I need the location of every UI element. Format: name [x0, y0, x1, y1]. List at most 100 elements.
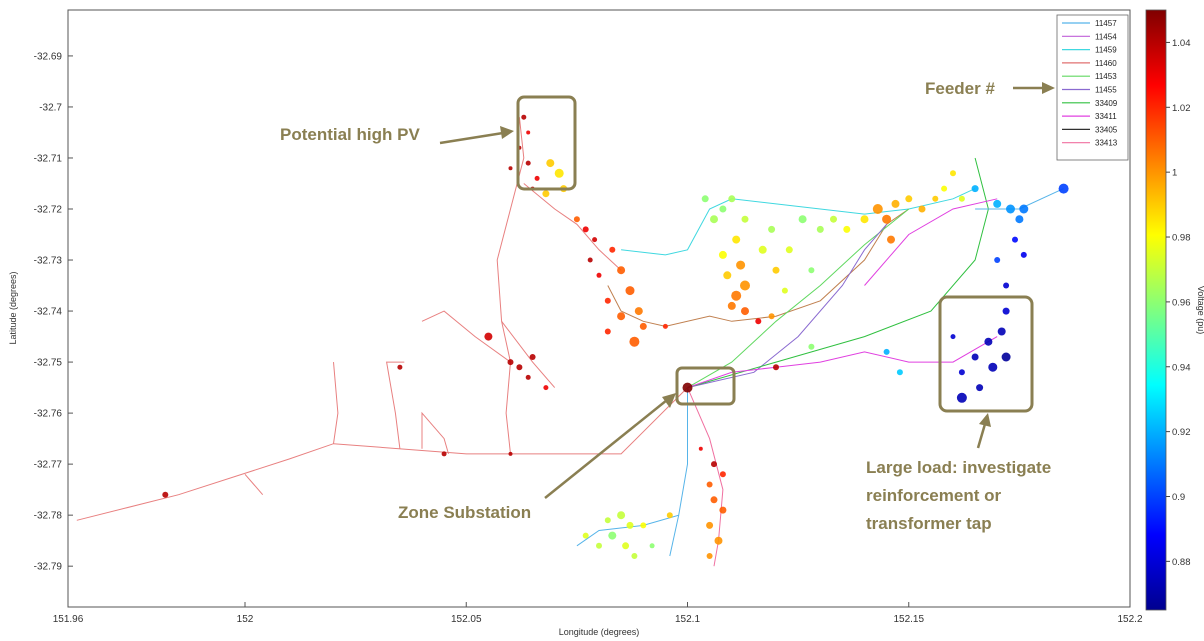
bus-point [662, 323, 668, 329]
bus-point [1003, 282, 1010, 289]
colorbar-tick-label: 1 [1172, 168, 1177, 179]
bus-point [958, 369, 965, 376]
y-tick-label: -32.72 [34, 205, 63, 216]
bus-point [534, 175, 540, 181]
feeder-text: Feeder # [925, 79, 995, 98]
axes-box [67, 9, 1131, 608]
bus-point [617, 511, 626, 520]
bus-point [860, 215, 869, 224]
x-tick-label: 151.96 [53, 614, 84, 625]
bus-point [993, 199, 1002, 208]
bus-point [918, 205, 926, 213]
bus-point [608, 531, 617, 540]
bus-point [719, 205, 727, 213]
y-tick-label: -32.78 [34, 511, 63, 522]
colorbar-tick-label: 0.96 [1172, 297, 1191, 308]
bus-point [896, 369, 903, 376]
bus-point [604, 328, 611, 335]
bus-point [441, 451, 447, 457]
legend: 11457 11454 11459 11460 11453 11455 33409 33411… [1056, 14, 1129, 161]
bus-point [798, 215, 807, 224]
bus-point [872, 204, 883, 214]
feeder-line [523, 183, 622, 271]
high-pv-text: Potential high PV [280, 125, 420, 144]
colorbar-tick-label: 0.9 [1172, 492, 1185, 503]
bus-point [882, 214, 892, 224]
large-load-text-3: transformer tap [866, 514, 992, 533]
feeder-line [687, 223, 887, 389]
bus-point [773, 364, 779, 371]
bus-point [887, 235, 895, 244]
bus-point [741, 215, 749, 223]
colorbar: 1.04 1.02 1 0.98 0.96 0.94 0.92 0.9 0.88 Voltage… [1145, 9, 1204, 611]
bus-point [573, 216, 580, 223]
bus-point [508, 451, 513, 456]
y-tick-label: -32.76 [34, 409, 63, 420]
y-tick-label: -32.79 [34, 562, 63, 573]
feeder-line [669, 515, 680, 557]
bus-point [582, 532, 589, 539]
bus-point [546, 159, 555, 168]
bus-point [525, 160, 531, 166]
large-load-text-1: Large load: investigate [866, 458, 1051, 477]
bus-point [723, 271, 732, 280]
bus-point [1058, 183, 1069, 194]
legend-label: 11459 [1095, 46, 1117, 55]
bus-point [971, 185, 979, 193]
bus-point [626, 521, 634, 529]
bus-point [484, 332, 493, 341]
high-pv-arrowhead [500, 126, 514, 139]
y-tick-label: -32.75 [34, 358, 63, 369]
legend-label: 11455 [1095, 86, 1117, 95]
bus-point [706, 553, 713, 559]
substation-box [675, 366, 736, 406]
bus-point [758, 245, 767, 254]
x-axis-label: Longitude (degrees) [559, 627, 640, 637]
colorbar-ticks: 1.04 1.02 1 0.98 0.96 0.94 0.92 0.9 0.88 [1166, 38, 1191, 568]
bus-point [508, 166, 513, 171]
legend-label: 11453 [1095, 72, 1117, 81]
legend-label: 11454 [1095, 32, 1117, 41]
legend-label: 11460 [1095, 59, 1117, 68]
bus-point [582, 226, 589, 233]
colorbar-tick-label: 1.04 [1172, 38, 1191, 49]
bus-point [682, 382, 693, 393]
x-tick-label: 152.15 [893, 614, 924, 625]
bus-point [719, 506, 727, 514]
feeder-arrowhead [1042, 82, 1055, 94]
legend-label: 11457 [1095, 19, 1117, 28]
legend-label: 33413 [1095, 139, 1118, 148]
bus-point [397, 364, 403, 370]
bus-point [768, 313, 775, 320]
y-axis-label: Latitude (degrees) [8, 271, 18, 344]
bus-point [984, 337, 993, 346]
colorbar-tick-label: 0.98 [1172, 233, 1191, 244]
bus-point [772, 266, 780, 274]
legend-label: 33405 [1095, 125, 1118, 134]
feeder-line [621, 188, 976, 256]
feeder-line [687, 208, 910, 389]
bus-point [711, 461, 717, 468]
bus-point [785, 246, 793, 254]
y-tick-label: -32.73 [34, 256, 63, 267]
y-tick-label: -32.71 [34, 153, 63, 164]
bus-point [883, 348, 890, 355]
bus-point [808, 267, 815, 274]
bus-point [706, 481, 713, 488]
bus-point [592, 237, 598, 243]
bus-point [622, 542, 630, 550]
substation-arrow [544, 399, 668, 499]
bus-point [516, 364, 523, 371]
bus-point [971, 353, 979, 361]
bus-points [162, 114, 1069, 559]
feeder-line [576, 387, 688, 547]
bus-point [997, 327, 1006, 336]
bus-point [542, 190, 550, 198]
bus-point [587, 257, 593, 263]
bus-point [596, 542, 602, 549]
bus-point [932, 195, 939, 202]
substation-text: Zone Substation [398, 503, 531, 522]
substation-arrowhead [662, 393, 676, 408]
y-axis-ticks: -32.69 -32.7 -32.71 -32.72 -32.73 -32.74 -32.7… [34, 51, 73, 573]
